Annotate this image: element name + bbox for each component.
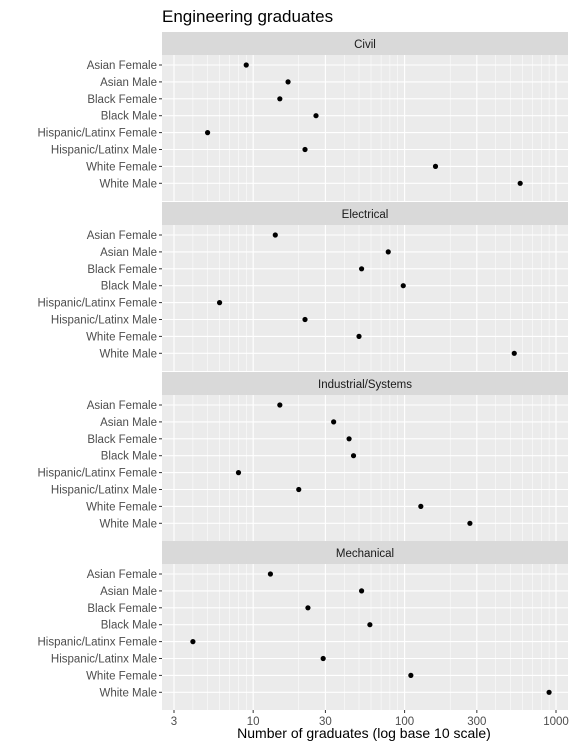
data-point [302,146,308,153]
facet-panels: Civil Asian Female Asian Male Black Female B… [37,32,568,710]
y-tick-label: Asian Female [87,400,157,412]
facet-strip [162,541,568,564]
y-tick-label: White Male [99,518,157,530]
data-point [272,232,278,238]
y-tick-label: White Female [86,161,157,173]
x-tick-label: 10 [247,716,260,728]
y-tick-label: Asian Female [87,230,157,242]
data-point [216,300,223,306]
data-point [467,520,473,526]
facet-strip-label: Mechanical [336,548,394,560]
y-tick-label: Black Female [87,94,157,106]
chart-title: Engineering graduates [162,7,333,26]
data-point [400,283,406,289]
y-tick-label: White Female [86,670,157,682]
y-tick-label: Hispanic/Latinx Female [37,468,157,480]
y-tick-label: White Female [86,501,157,513]
facet-strip [162,202,568,225]
data-point [277,96,283,102]
y-tick-label: Hispanic/Latinx Male [51,145,157,157]
x-tick-label: 30 [319,716,332,728]
data-point [313,113,319,119]
y-tick-label: Black Female [87,434,157,446]
y-tick-label: Black Female [87,264,157,276]
y-tick-label: Hispanic/Latinx Male [51,654,157,666]
panel-background [162,225,568,371]
y-tick-label: Black Male [101,111,157,123]
y-tick-label: White Male [99,178,157,190]
y-tick-label: Black Male [101,281,157,293]
data-point [356,333,362,339]
data-point [204,130,211,136]
y-tick-label: White Male [99,348,157,360]
data-point [190,639,196,645]
x-tick-label: 1000 [543,716,569,728]
data-point [320,655,326,662]
y-tick-label: Asian Male [100,586,157,598]
panel-background [162,55,568,201]
data-point [350,453,357,459]
facet-mechanical: Mechanical Asian Female Asian Male Black Fe… [37,541,568,710]
data-point [331,419,337,425]
y-tick-label: Hispanic/Latinx Female [37,128,157,140]
data-point [408,672,414,679]
data-point [346,436,352,442]
facet-strip-label: Industrial/Systems [318,379,412,391]
x-axis: 3 10 30 100 300 1000 [171,710,569,728]
y-tick-label: Hispanic/Latinx Female [37,298,157,310]
y-tick-label: Asian Male [100,247,157,259]
y-tick-label: Hispanic/Latinx Male [51,315,157,327]
data-point [418,503,424,509]
data-point [235,470,242,476]
y-tick-label: Hispanic/Latinx Female [37,637,157,649]
data-point [302,316,308,323]
data-point [285,79,291,85]
data-point [243,62,249,68]
x-tick-label: 3 [171,716,177,728]
data-point [358,588,365,594]
y-tick-label: Hispanic/Latinx Male [51,485,157,497]
data-point [385,249,391,255]
data-point [358,266,365,272]
data-point [305,605,311,611]
facet-industrial-systems: Industrial/Systems Asian Female Asian Male… [37,372,568,541]
y-tick-label: White Female [86,331,157,343]
x-tick-label: 100 [395,716,414,728]
facet-electrical: Electrical Asian Female Asian Male Black Fe… [37,202,568,371]
x-tick-label: 300 [467,716,486,728]
x-axis-label: Number of graduates (log base 10 scale) [237,725,491,741]
data-point [367,622,373,628]
data-point [517,180,523,186]
facet-strip-label: Electrical [342,209,389,221]
y-tick-label: Black Male [101,620,157,632]
panel-background [162,564,568,710]
y-tick-label: Asian Male [100,417,157,429]
facet-strip [162,32,568,55]
y-tick-label: Asian Female [87,569,157,581]
facet-civil: Civil Asian Female Asian Male Black Female B… [37,32,568,201]
data-point [277,402,283,408]
data-point [267,571,274,577]
panel-background [162,395,568,541]
data-point [546,689,552,695]
y-tick-label: Asian Male [100,77,157,89]
y-tick-label: Black Female [87,603,157,615]
data-point [511,350,517,356]
facet-strip [162,372,568,395]
data-point [432,163,439,169]
y-tick-label: White Male [99,687,157,699]
y-tick-label: Asian Female [87,60,157,72]
facet-strip-label: Civil [354,39,376,51]
y-tick-label: Black Male [101,451,157,463]
data-point [296,486,302,493]
